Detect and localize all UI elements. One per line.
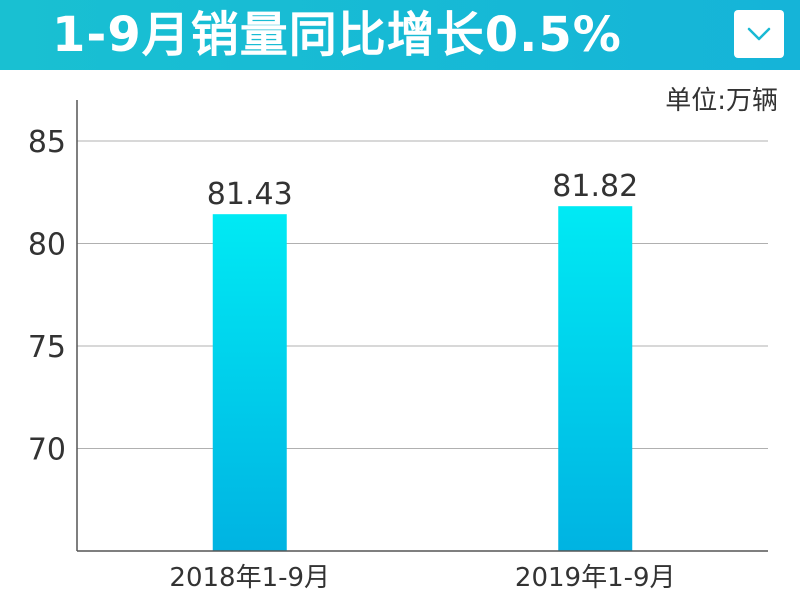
- chart-title: 1-9月销量同比增长0.5%: [52, 7, 622, 63]
- dropdown-button[interactable]: [734, 10, 784, 58]
- chevron-down-icon: [747, 27, 771, 41]
- bar: [212, 214, 287, 551]
- bar-value-label: 81.43: [207, 177, 293, 212]
- y-tick-label: 70: [28, 433, 66, 468]
- x-category-label: 2018年1-9月: [169, 563, 330, 593]
- y-tick-label: 75: [28, 330, 66, 365]
- bar-value-label: 81.82: [552, 169, 638, 204]
- bar: [558, 206, 633, 551]
- header-bar: 1-9月销量同比增长0.5%: [0, 0, 800, 70]
- x-category-label: 2019年1-9月: [515, 563, 676, 593]
- y-tick-label: 80: [28, 228, 66, 263]
- y-tick-label: 85: [28, 125, 66, 160]
- unit-label: 单位:万辆: [665, 86, 778, 116]
